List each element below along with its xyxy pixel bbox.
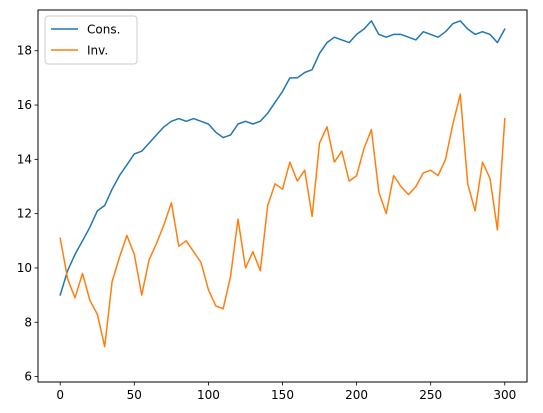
legend-label-1: Inv.: [87, 44, 108, 58]
x-tick-label: 100: [197, 388, 220, 402]
y-tick-label: 18: [17, 44, 32, 58]
y-tick-label: 12: [17, 207, 32, 221]
y-tick-label: 16: [17, 98, 32, 112]
legend: Cons. Inv.: [44, 15, 138, 65]
series-line-1: [59, 93, 506, 348]
y-axis: 6 8 10 12 14 16 18: [17, 44, 38, 384]
legend-label-0: Cons.: [87, 23, 120, 37]
x-tick-label: 0: [56, 388, 64, 402]
x-tick-label: 250: [419, 388, 442, 402]
legend-box: [44, 15, 138, 65]
x-tick-label: 50: [127, 388, 142, 402]
x-tick-label: 300: [493, 388, 516, 402]
y-tick-label: 8: [24, 315, 32, 329]
x-axis: 0 50 100 150 200 250 300: [56, 382, 516, 402]
x-tick-label: 200: [345, 388, 368, 402]
y-tick-label: 6: [24, 370, 32, 384]
x-tick-label: 150: [271, 388, 294, 402]
y-tick-label: 10: [17, 261, 32, 275]
series-layer: [59, 20, 506, 348]
y-tick-label: 14: [17, 152, 32, 166]
series-line-0: [59, 20, 506, 296]
